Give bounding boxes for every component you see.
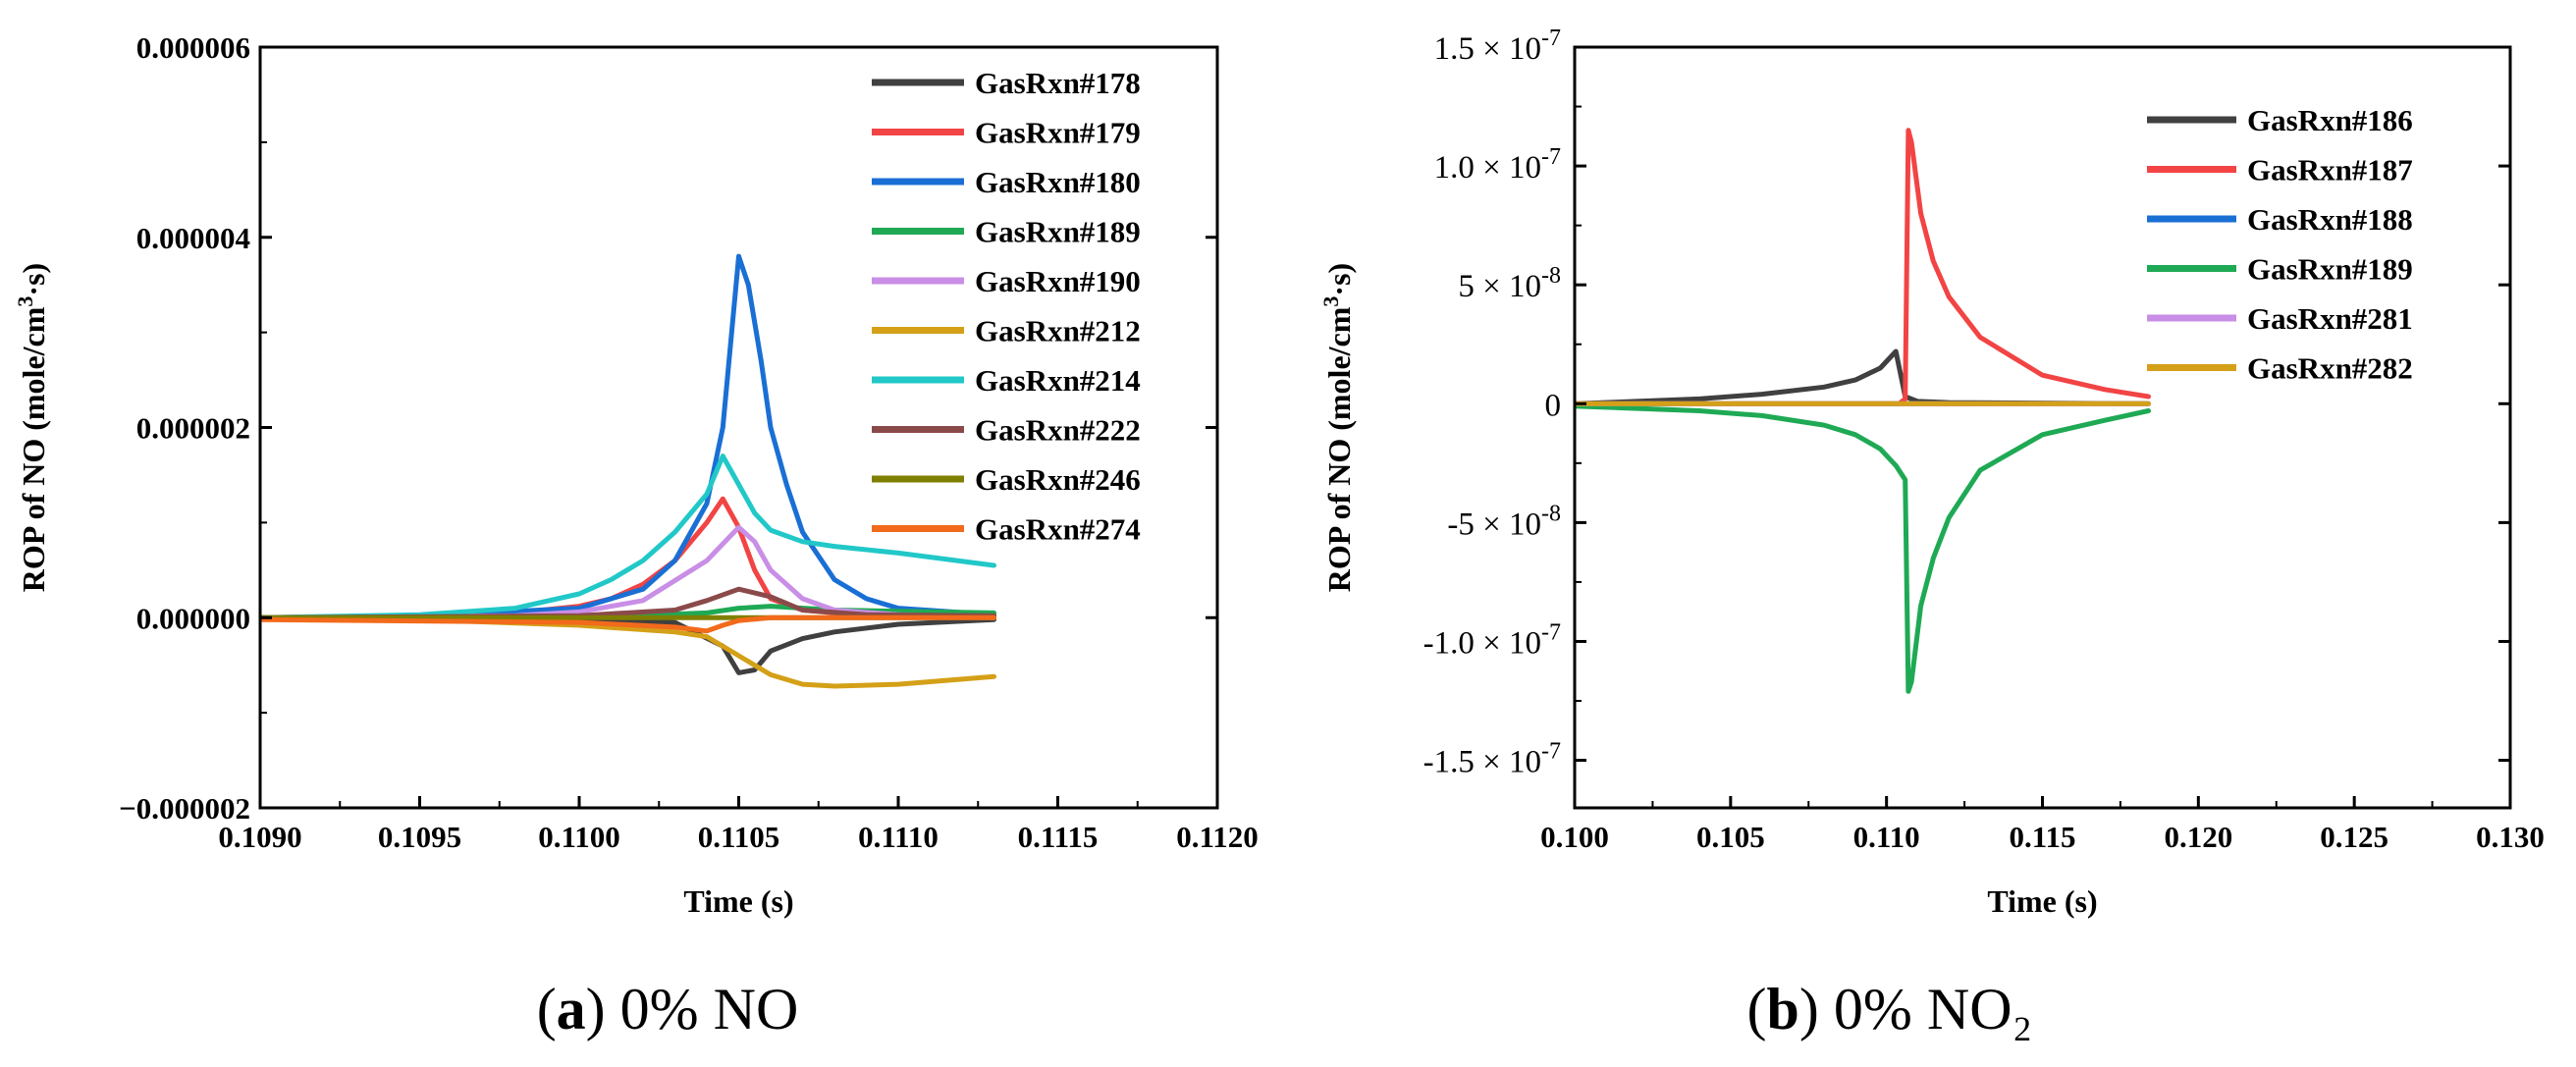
legend-label: GasRxn#178 (975, 66, 1141, 100)
y-tick-label: 5 × 10-8 (1458, 263, 1561, 304)
y-tick-label: -1.5 × 10-7 (1423, 739, 1561, 780)
y-tick-label: -5 × 10-8 (1447, 501, 1561, 542)
chart-a: 0.1090 0.1095 0.1100 0.1105 0.1110 0.1115 0.11… (13, 30, 1259, 1041)
plot-area (1575, 128, 2151, 694)
legend-label: GasRxn#188 (2247, 202, 2413, 237)
legend-label: GasRxn#246 (975, 462, 1141, 497)
y-tick-label: 0.000004 (136, 221, 250, 255)
x-axis-title: Time (s) (683, 883, 793, 919)
y-tick-label: 0 (1545, 388, 1562, 423)
legend-label: GasRxn#186 (2247, 103, 2413, 137)
x-tick-label: 0.125 (2320, 820, 2388, 854)
x-tick-label: 0.1090 (218, 820, 301, 854)
x-tick-label: 0.130 (2476, 820, 2545, 854)
legend-label: GasRxn#190 (975, 264, 1141, 298)
series-line-GasRxn274 (260, 614, 996, 634)
figure-caption: (a) 0% NO (537, 977, 799, 1041)
legend: GasRxn#186 GasRxn#187 GasRxn#188 GasRxn#189… (2147, 103, 2413, 386)
x-tick-label: 0.115 (2009, 820, 2075, 854)
legend-label: GasRxn#281 (2247, 301, 2413, 336)
legend-label: GasRxn#187 (2247, 153, 2413, 187)
y-tick-label: 0.000002 (136, 411, 250, 446)
y-tick-label: 0.000000 (136, 601, 250, 635)
legend-label: GasRxn#274 (975, 512, 1141, 547)
x-tick-label: 0.1100 (538, 820, 620, 854)
y-tick-label: 1.5 × 10-7 (1434, 26, 1561, 67)
legend-label: GasRxn#282 (2247, 351, 2413, 386)
figure-caption: (b) 0% NO₂ (1747, 977, 2033, 1041)
x-tick-label: 0.1095 (378, 820, 461, 854)
x-tick-label: 0.110 (1853, 820, 1920, 854)
y-tick-label: 0.000006 (136, 30, 250, 65)
series-line-GasRxn214 (260, 453, 996, 620)
x-tick-label: 0.1120 (1176, 820, 1259, 854)
x-tick-label: 0.1110 (858, 820, 939, 854)
x-tick-label: 0.1115 (1018, 820, 1099, 854)
series-line-GasRxn189 (1575, 403, 2151, 694)
x-tick-label: 0.1105 (698, 820, 780, 854)
series-line-GasRxn187 (1575, 128, 2151, 406)
legend-label: GasRxn#179 (975, 116, 1141, 150)
legend-label: GasRxn#189 (2247, 252, 2413, 287)
series-line-GasRxn178 (260, 614, 996, 675)
legend-label: GasRxn#214 (975, 363, 1141, 398)
legend-label: GasRxn#222 (975, 413, 1141, 448)
x-axis-title: Time (s) (1987, 883, 2097, 919)
legend-label: GasRxn#180 (975, 165, 1141, 199)
y-axis-title: ROP of NO (mole/cm3·s) (1318, 263, 1357, 592)
y-axis-title: ROP of NO (mole/cm3·s) (13, 263, 51, 592)
plot-area (260, 253, 996, 689)
legend: GasRxn#178 GasRxn#179 GasRxn#180 GasRxn#189… (872, 66, 1141, 547)
legend-label: GasRxn#189 (975, 215, 1141, 249)
y-tick-label: 1.0 × 10-7 (1434, 144, 1561, 186)
x-tick-label: 0.100 (1540, 820, 1609, 854)
chart-b: 0.100 0.105 0.110 0.115 0.120 0.125 0.130 1.5 ×… (1318, 26, 2545, 1041)
series-line-GasRxn180 (260, 253, 996, 620)
series-line-GasRxn179 (260, 496, 996, 620)
x-tick-label: 0.120 (2164, 820, 2232, 854)
series-line-GasRxn222 (260, 586, 996, 620)
x-tick-label: 0.105 (1696, 820, 1765, 854)
y-tick-label: -1.0 × 10-7 (1423, 619, 1561, 661)
y-tick-label: −0.000002 (119, 791, 250, 826)
legend-label: GasRxn#212 (975, 314, 1141, 348)
